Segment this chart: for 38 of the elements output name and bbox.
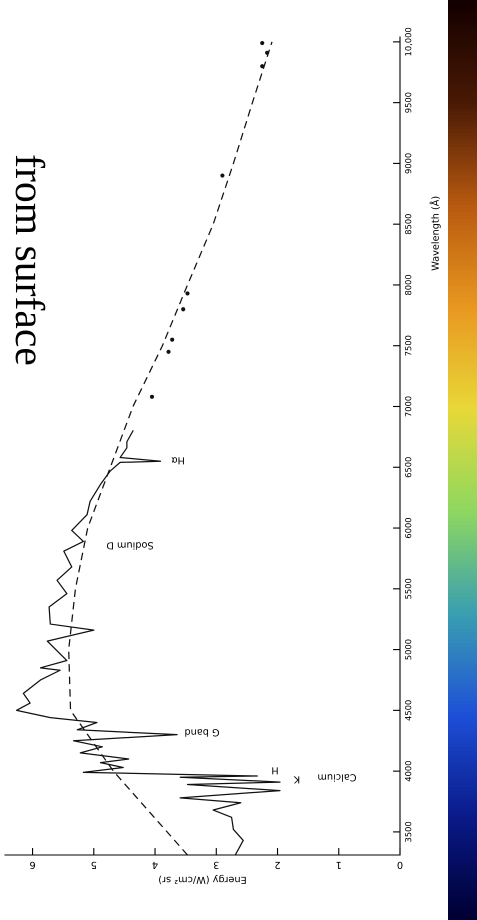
x-tick-label: 1 (336, 862, 341, 869)
x-tick-label: 3 (214, 862, 219, 870)
y-tick-label: 6500 (405, 457, 412, 478)
point (260, 40, 264, 46)
y-tick-label: 3500 (405, 822, 412, 842)
annotation: Sodium D (106, 542, 153, 550)
x-tick-label: 5 (92, 862, 96, 869)
y-tick-label: 6000 (405, 518, 412, 538)
y-axis-title: Wavelength (Å) (430, 196, 441, 270)
point (260, 64, 264, 68)
annotation: K (294, 776, 300, 784)
y-tick-label: 8000 (405, 274, 412, 295)
point (170, 338, 174, 342)
x-tick-label: 0 (398, 862, 402, 870)
y-tick-label: 4500 (405, 700, 412, 721)
y-tick-label: 5000 (405, 640, 412, 660)
point (181, 307, 186, 312)
y-tick-label: 7500 (405, 336, 412, 356)
y-tick-label: 8500 (405, 214, 412, 234)
point (166, 350, 171, 354)
annotation: Calcium (318, 774, 356, 782)
point (220, 173, 224, 178)
y-tick-label: 9500 (405, 92, 412, 113)
y-tick-label: 5500 (405, 578, 412, 599)
y-tick-label: 9000 (405, 153, 412, 174)
y-tick-label: 4000 (405, 761, 412, 782)
x-axis-title: Energy (W/cm² sr) (159, 874, 246, 884)
x-tick-label: 6 (30, 862, 35, 870)
annotation: Hα (172, 457, 184, 464)
x-tick-label: 4 (152, 862, 158, 869)
annotation: G band (185, 729, 219, 737)
annotation: from surface (16, 155, 46, 364)
annotation: H (272, 767, 278, 774)
y-tick-label: 7000 (405, 396, 412, 416)
point (185, 291, 190, 296)
y-tick-label: 10,000 (405, 28, 412, 56)
point (150, 394, 154, 399)
x-tick-label: 2 (275, 862, 280, 870)
